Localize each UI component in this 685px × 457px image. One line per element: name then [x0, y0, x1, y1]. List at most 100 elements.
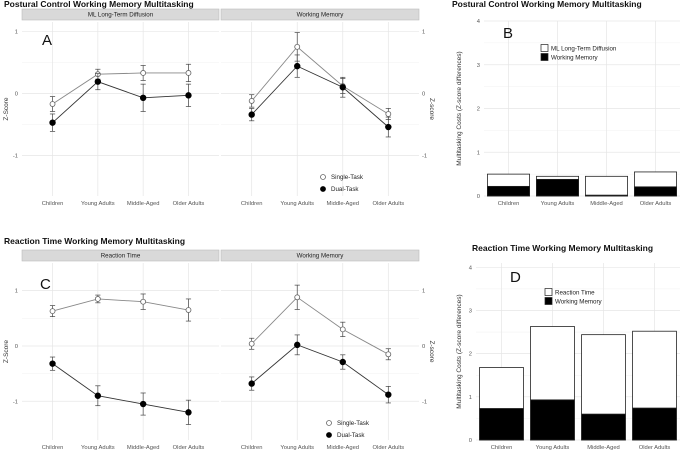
y-axis-label-right: Z-score — [428, 340, 435, 362]
data-point-dual-task — [139, 400, 147, 408]
bar-working-memory — [581, 413, 626, 441]
x-tick-label: Middle-Aged — [326, 445, 359, 451]
data-point-single-task — [294, 43, 301, 50]
series-line — [52, 298, 189, 312]
legend-swatch — [544, 297, 553, 305]
x-tick-label: Older Adults — [639, 445, 671, 451]
y-tick-label: 0 — [15, 91, 18, 97]
panel-C: Reaction Time Working Memory Multitaskin… — [3, 236, 435, 451]
x-tick-label: Children — [498, 201, 520, 207]
data-point-dual-task — [49, 119, 56, 126]
bar-working-memory — [530, 399, 575, 441]
y-tick-label-right: 0 — [422, 344, 425, 350]
x-tick-label: Middle-Aged — [326, 201, 359, 207]
bar-working-memory — [479, 408, 524, 441]
x-tick-label: Middle-Aged — [590, 201, 623, 207]
data-point-single-task — [248, 340, 255, 347]
legend-label: Dual-Task — [337, 432, 365, 439]
y-axis-label-right: Z-score — [428, 98, 435, 120]
bar-working-memory — [536, 178, 579, 197]
x-tick-label: Young Adults — [536, 445, 570, 451]
bar-working-memory — [634, 186, 677, 197]
panel-title: Postural Control Working Memory Multitas… — [4, 0, 194, 9]
y-tick-label: 2 — [477, 107, 480, 113]
series-line — [251, 296, 389, 355]
x-tick-label: Older Adults — [173, 201, 205, 207]
legend-label: Dual-Task — [331, 186, 359, 193]
data-point-single-task — [49, 308, 56, 315]
facet-strip-label: Working Memory — [297, 12, 345, 19]
legend-label: Working Memory — [551, 54, 599, 61]
y-tick-label-right: -1 — [422, 154, 427, 160]
x-tick-label: Children — [42, 445, 64, 451]
y-tick-label: 0 — [15, 344, 18, 350]
bar-working-memory — [487, 185, 530, 197]
x-tick-label: Middle-Aged — [127, 201, 160, 207]
y-tick-label-right: -1 — [422, 399, 427, 405]
facet-strip — [220, 8, 420, 21]
legend-label: Working Memory — [555, 298, 603, 305]
legend-swatch — [540, 44, 549, 52]
legend-label: Single-Task — [331, 174, 364, 181]
data-point-single-task — [185, 70, 192, 76]
data-point-dual-task — [339, 84, 346, 91]
series-line — [52, 363, 189, 413]
y-tick-label: 0 — [469, 438, 472, 444]
legend-swatch — [544, 288, 553, 296]
x-tick-label: Children — [241, 445, 263, 451]
x-tick-label: Children — [42, 201, 64, 207]
data-point-dual-task — [94, 78, 102, 85]
legend-label: Single-Task — [337, 420, 370, 427]
x-tick-label: Young Adults — [541, 201, 575, 207]
y-tick-label-right: 1 — [422, 289, 425, 295]
data-point-dual-task — [385, 123, 392, 131]
legend-dual-task-marker — [320, 186, 326, 192]
panel-title: Reaction Time Working Memory Multitaskin… — [472, 243, 653, 253]
data-point-single-task — [185, 307, 192, 313]
bar-total — [585, 175, 628, 197]
y-tick-label: 2 — [469, 352, 472, 358]
series-line — [52, 72, 189, 105]
legend-label: ML Long-Term Diffusion — [551, 45, 617, 52]
facet-strip-label: Reaction Time — [101, 253, 141, 260]
y-tick-label-right: 1 — [422, 29, 425, 35]
facet-strip-label: ML Long-Term Diffusion — [88, 12, 154, 19]
data-point-single-task — [94, 296, 101, 302]
data-point-single-task — [385, 111, 392, 117]
facet-strip — [21, 249, 220, 262]
x-tick-label: Young Adults — [280, 445, 314, 451]
series-line — [251, 65, 389, 128]
data-point-dual-task — [385, 391, 392, 398]
panel-B: Postural Control Working Memory Multitas… — [452, 0, 680, 207]
x-tick-label: Young Adults — [280, 201, 314, 207]
y-tick-label: 1 — [15, 29, 18, 35]
data-point-dual-task — [294, 62, 301, 70]
data-point-dual-task — [185, 409, 192, 416]
panel-D: Reaction Time Working Memory Multitaskin… — [456, 243, 680, 451]
bar-working-memory — [632, 407, 677, 441]
series-line — [251, 344, 389, 396]
panel-label: D — [510, 269, 521, 286]
y-axis-label: Multitasking Costs (Z-score differences) — [456, 51, 463, 165]
y-tick-label: 0 — [477, 194, 480, 200]
y-tick-label: -1 — [13, 154, 18, 160]
legend-dual-task-marker — [326, 432, 332, 438]
data-point-dual-task — [294, 341, 301, 349]
panel-label: C — [40, 276, 51, 293]
y-axis-label: Multitasking Costs (Z-score differences) — [456, 294, 463, 408]
series-line — [251, 46, 389, 115]
panel-label: A — [42, 32, 52, 49]
data-point-dual-task — [94, 392, 102, 399]
panel-label: B — [503, 25, 513, 42]
data-point-dual-task — [185, 92, 192, 99]
y-tick-label-right: 0 — [422, 91, 425, 97]
data-point-single-task — [140, 70, 147, 76]
bar-working-memory — [585, 194, 628, 197]
data-point-dual-task — [49, 360, 56, 367]
x-tick-label: Middle-Aged — [587, 445, 620, 451]
y-tick-label: 3 — [469, 308, 472, 314]
facet-strip — [220, 249, 420, 262]
series-line — [52, 81, 189, 124]
panel-title: Postural Control Working Memory Multitas… — [452, 0, 642, 9]
